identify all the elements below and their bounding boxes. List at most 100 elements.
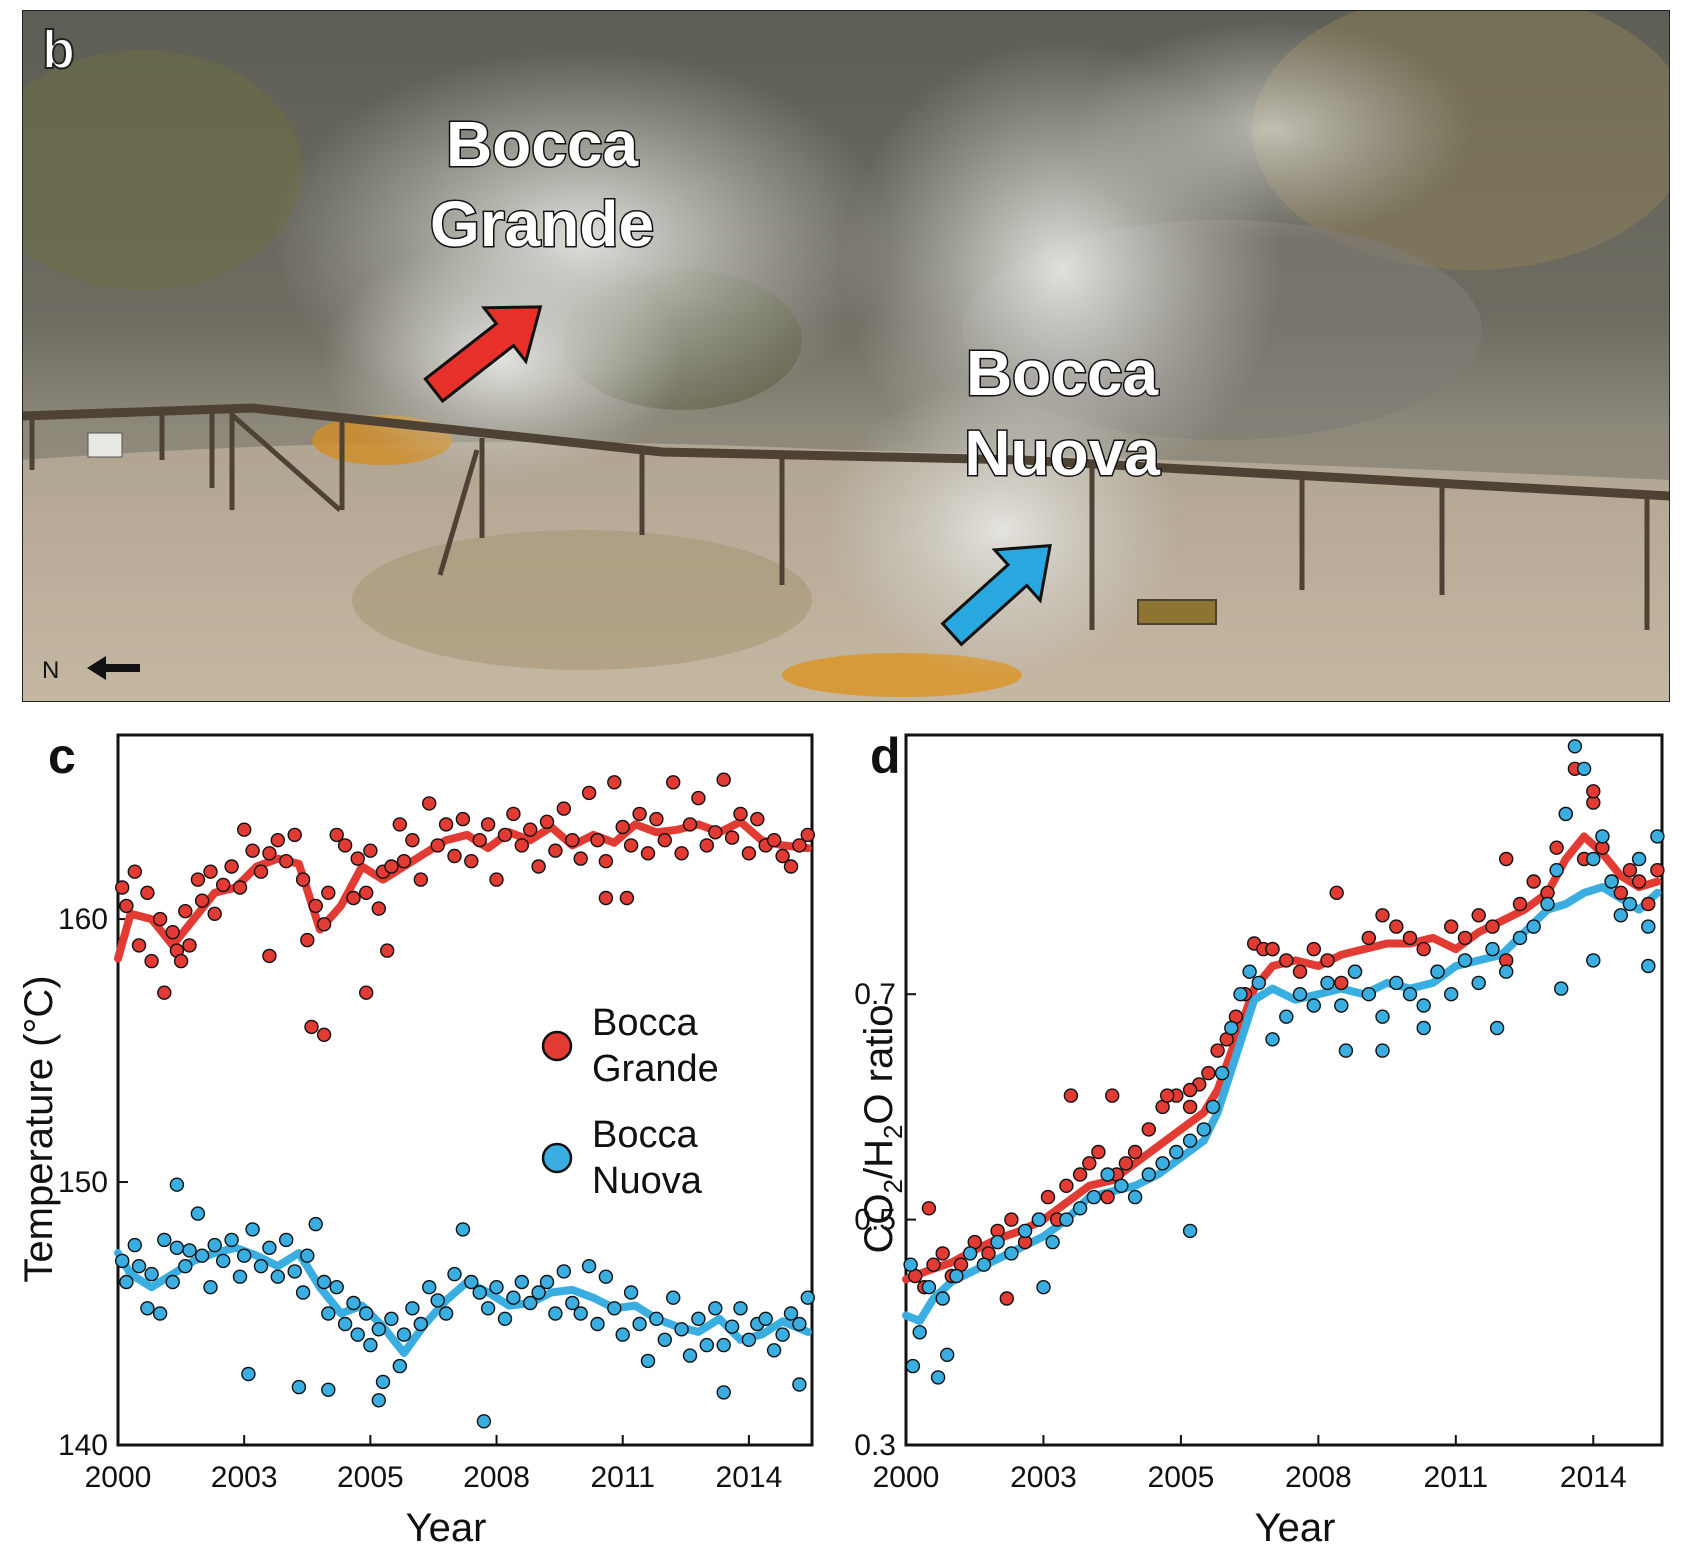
data-point-bocca-grande	[359, 985, 374, 1000]
data-point-bocca-grande	[1375, 908, 1390, 923]
x-tick-label: 2011	[590, 1461, 655, 1494]
data-point-bocca-nuova	[1471, 975, 1486, 991]
y-tick-label: 140	[58, 1429, 108, 1462]
data-point-bocca-nuova	[1526, 919, 1541, 934]
data-point-bocca-grande	[245, 843, 260, 858]
data-point-bocca-nuova	[1641, 958, 1656, 974]
data-point-bocca-nuova	[1375, 1009, 1390, 1024]
y-axis-label-ratio: CO2/H2O ratio	[857, 1005, 908, 1254]
data-point-bocca-nuova	[178, 1259, 193, 1274]
data-point-bocca-nuova	[1251, 975, 1266, 991]
x-tick-label: 2014	[1560, 1461, 1627, 1494]
data-point-bocca-nuova	[1196, 1122, 1211, 1137]
data-point-bocca-nuova	[1292, 987, 1308, 1002]
data-point-bocca-nuova	[682, 1348, 698, 1363]
data-point-bocca-nuova	[245, 1222, 260, 1237]
plot-frame	[116, 733, 814, 1447]
data-point-bocca-nuova	[144, 1266, 159, 1282]
data-point-bocca-grande	[464, 853, 479, 869]
data-point-bocca-grande	[792, 838, 807, 853]
data-point-bocca-grande	[1182, 1082, 1198, 1098]
x-tick-label: 2000	[85, 1461, 152, 1494]
data-point-bocca-nuova	[287, 1264, 302, 1279]
data-point-bocca-nuova	[1613, 908, 1628, 923]
data-point-bocca-nuova	[472, 1285, 487, 1300]
data-point-bocca-nuova	[724, 1319, 740, 1334]
data-point-bocca-grande	[279, 853, 294, 869]
data-point-bocca-nuova	[300, 1248, 315, 1263]
x-tick-label: 2003	[1010, 1461, 1077, 1494]
data-point-bocca-grande	[1210, 1043, 1225, 1058]
data-point-bocca-grande	[556, 801, 571, 816]
data-point-bocca-grande	[190, 872, 206, 887]
data-point-bocca-grande	[1091, 1144, 1106, 1160]
data-point-bocca-grande	[157, 985, 172, 1000]
legend-label-bocca-nuova-line2: Nuova	[592, 1160, 703, 1202]
data-point-bocca-nuova	[1338, 1043, 1354, 1058]
data-point-bocca-nuova	[615, 1327, 630, 1342]
data-point-bocca-grande	[1004, 1212, 1019, 1227]
data-point-bocca-grande	[573, 851, 588, 866]
data-point-bocca-nuova	[1169, 1144, 1184, 1160]
x-tick-label: 2008	[463, 1461, 530, 1494]
data-point-bocca-grande	[236, 822, 252, 837]
data-point-bocca-nuova	[1430, 964, 1445, 979]
data-point-bocca-nuova	[590, 1316, 605, 1332]
data-point-bocca-grande	[215, 877, 231, 893]
data-point-bocca-grande	[1650, 862, 1665, 878]
data-point-bocca-nuova	[523, 1295, 538, 1311]
data-point-bocca-nuova	[308, 1216, 323, 1232]
data-point-bocca-grande	[114, 880, 130, 895]
data-point-bocca-nuova	[169, 1177, 185, 1192]
data-point-bocca-grande	[489, 872, 504, 887]
data-point-bocca-nuova	[1604, 874, 1619, 889]
data-point-bocca-nuova	[1320, 975, 1335, 991]
data-point-bocca-grande	[539, 814, 555, 830]
data-point-bocca-grande	[346, 890, 361, 906]
data-point-bocca-nuova	[371, 1322, 386, 1337]
data-point-bocca-grande	[632, 806, 647, 822]
data-point-bocca-grande	[178, 903, 193, 919]
data-point-bocca-grande	[413, 872, 428, 887]
data-point-bocca-grande	[506, 806, 521, 822]
data-point-bocca-grande	[708, 825, 723, 840]
data-point-bocca-grande	[304, 1019, 319, 1035]
data-point-bocca-grande	[607, 775, 622, 790]
data-point-bocca-nuova	[182, 1243, 197, 1258]
data-point-bocca-nuova	[1586, 953, 1601, 968]
data-point-bocca-nuova	[1402, 987, 1418, 1002]
data-point-bocca-grande	[1059, 1178, 1074, 1193]
data-point-bocca-grande	[1389, 919, 1404, 934]
data-point-bocca-nuova	[1182, 1133, 1198, 1148]
data-point-bocca-grande	[724, 830, 740, 845]
panel-label-d: d	[870, 728, 901, 784]
data-point-bocca-grande	[173, 953, 189, 969]
data-point-bocca-nuova	[792, 1377, 807, 1392]
data-point-bocca-grande	[422, 796, 437, 811]
data-point-bocca-nuova	[1347, 964, 1363, 979]
x-tick-label: 2005	[337, 1461, 404, 1494]
data-point-bocca-nuova	[1242, 964, 1257, 979]
data-point-bocca-nuova	[232, 1269, 248, 1284]
legend: Bocca Grande Bocca Nuova	[541, 1002, 719, 1202]
data-point-bocca-grande	[1320, 953, 1335, 968]
data-point-bocca-grande	[1613, 885, 1628, 901]
data-point-bocca-grande	[674, 846, 689, 861]
data-point-bocca-nuova	[1214, 1065, 1230, 1081]
data-point-bocca-grande	[682, 817, 698, 832]
data-point-bocca-nuova	[337, 1316, 353, 1332]
data-point-bocca-grande	[380, 943, 395, 958]
data-point-bocca-grande	[1306, 941, 1321, 957]
data-point-bocca-nuova	[1017, 1223, 1033, 1239]
data-point-bocca-nuova	[455, 1222, 471, 1237]
data-point-bocca-grande	[144, 953, 159, 969]
data-point-bocca-grande	[1499, 851, 1514, 867]
data-point-bocca-nuova	[291, 1379, 307, 1395]
data-point-bocca-nuova	[1205, 1099, 1221, 1115]
data-point-bocca-nuova	[775, 1327, 790, 1342]
data-point-bocca-nuova	[1389, 975, 1404, 991]
data-point-bocca-nuova	[640, 1353, 656, 1369]
data-point-bocca-nuova	[1485, 941, 1500, 957]
label-bocca-nuova-line2: Nuova	[964, 417, 1160, 489]
data-point-bocca-nuova	[716, 1337, 731, 1353]
